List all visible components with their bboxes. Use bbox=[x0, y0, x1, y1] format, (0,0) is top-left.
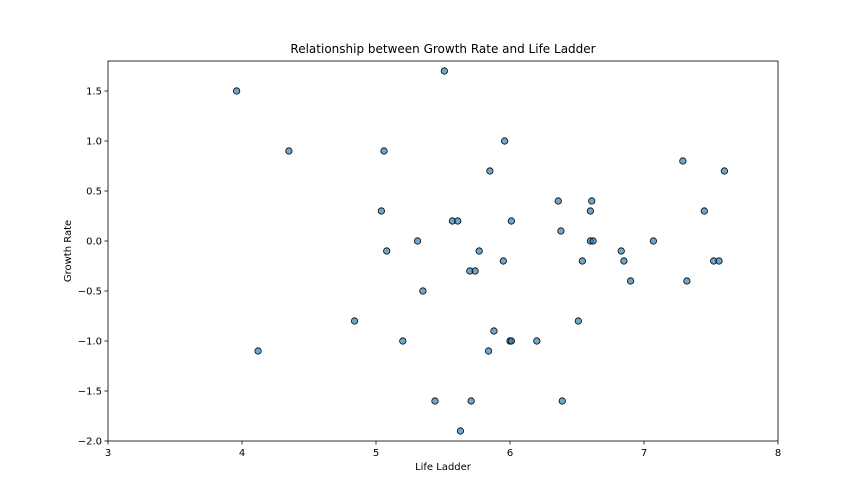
data-point bbox=[683, 277, 691, 285]
data-point bbox=[617, 247, 625, 255]
x-axis-label: Life Ladder bbox=[415, 462, 472, 473]
y-tick-label: −1.5 bbox=[78, 387, 102, 398]
data-point bbox=[649, 237, 657, 245]
data-point bbox=[254, 347, 262, 355]
data-point bbox=[419, 287, 427, 295]
data-point bbox=[484, 347, 493, 355]
data-point bbox=[700, 207, 708, 215]
data-point bbox=[557, 227, 565, 235]
y-tick-label: −0.5 bbox=[78, 287, 102, 298]
x-tick-label: 3 bbox=[105, 448, 111, 459]
data-point bbox=[454, 217, 462, 225]
data-point bbox=[578, 257, 586, 265]
data-point bbox=[475, 247, 483, 255]
x-tick-label: 5 bbox=[373, 448, 379, 459]
data-point bbox=[588, 197, 596, 205]
data-point bbox=[507, 217, 515, 225]
data-point bbox=[440, 67, 448, 75]
data-point bbox=[715, 257, 723, 265]
data-point bbox=[533, 337, 541, 345]
x-tick-label: 6 bbox=[507, 448, 513, 459]
data-point bbox=[399, 337, 407, 345]
x-tick-label: 4 bbox=[239, 448, 245, 459]
data-point bbox=[558, 397, 566, 405]
data-point bbox=[574, 317, 582, 325]
data-point bbox=[413, 237, 422, 245]
data-point bbox=[589, 237, 597, 245]
data-points bbox=[233, 67, 729, 435]
data-point bbox=[490, 327, 498, 335]
x-tick-label: 8 bbox=[775, 448, 781, 459]
data-point bbox=[350, 317, 359, 325]
y-axis-label: Growth Rate bbox=[63, 220, 74, 282]
data-point bbox=[554, 197, 562, 205]
data-point bbox=[285, 147, 293, 155]
data-point bbox=[431, 397, 439, 405]
data-point bbox=[720, 167, 729, 175]
data-point bbox=[501, 137, 509, 145]
data-point bbox=[233, 87, 241, 95]
y-tick-label: 0.5 bbox=[86, 187, 102, 198]
chart-title: Relationship between Growth Rate and Lif… bbox=[290, 42, 595, 56]
x-tick-label: 7 bbox=[641, 448, 647, 459]
data-point bbox=[499, 257, 507, 265]
data-point bbox=[380, 147, 388, 155]
data-point bbox=[626, 277, 635, 285]
data-point bbox=[467, 397, 475, 405]
axis-ticks: 3 4 5 6 7 8 −2.0 −1.5 −1.0 −0.5 0.0 0.5 1.0 1.5 bbox=[78, 87, 781, 460]
data-point bbox=[456, 427, 465, 435]
data-point bbox=[679, 157, 687, 165]
data-point bbox=[486, 167, 494, 175]
data-point bbox=[620, 257, 628, 265]
y-tick-label: 0.0 bbox=[86, 237, 102, 248]
y-tick-label: −1.0 bbox=[78, 337, 102, 348]
data-point bbox=[383, 247, 391, 255]
data-point bbox=[507, 337, 515, 345]
data-point bbox=[377, 207, 385, 215]
y-tick-label: 1.5 bbox=[86, 87, 102, 98]
data-point bbox=[586, 207, 595, 215]
y-tick-label: −2.0 bbox=[78, 437, 102, 448]
y-tick-label: 1.0 bbox=[86, 137, 102, 148]
plot-frame bbox=[107, 60, 779, 442]
data-point bbox=[471, 267, 479, 275]
